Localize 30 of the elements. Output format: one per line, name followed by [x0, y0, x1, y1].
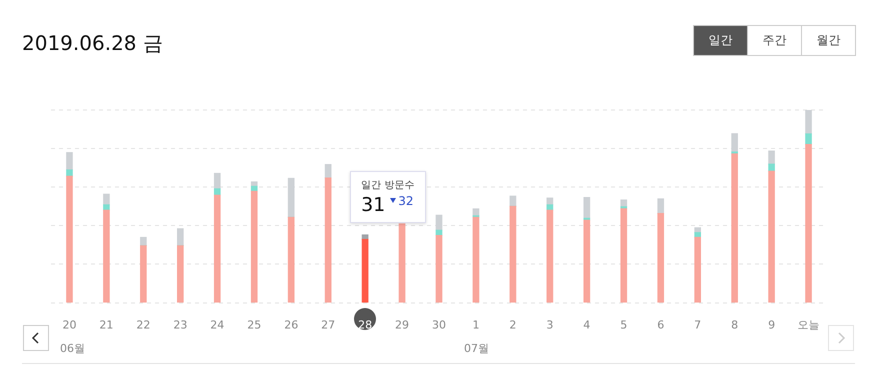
x-tick-label: 29 [395, 318, 410, 332]
x-tick-label: 9 [768, 318, 776, 332]
x-tick-label: 27 [321, 318, 336, 332]
x-tick-label: 21 [99, 318, 114, 332]
x-tick-label: 오늘 [798, 318, 820, 332]
x-tick-label: 1 [472, 318, 480, 332]
text: 월간 [801, 26, 855, 55]
x-tick-label: 30 [432, 318, 446, 332]
x-tick-label: 22 [136, 318, 150, 332]
x-tick-label: 26 [284, 318, 298, 332]
x-tick-label: 24 [210, 318, 224, 332]
annotation: 31 [361, 194, 386, 216]
text: 주간 [747, 26, 801, 55]
x-tick-label: 6 [657, 318, 664, 332]
x-tick-label: 8 [731, 318, 738, 332]
x-tick-label: 2 [509, 318, 516, 332]
x-tick-label: 3 [546, 318, 554, 332]
x-tick-label: 4 [583, 318, 590, 332]
x-tick-label: 20 [62, 318, 76, 332]
annotation: 일간 방문수 [361, 178, 416, 192]
annotation: 32 [398, 194, 414, 208]
x-tick-label: 28 [358, 318, 372, 332]
x-tick-label: 23 [173, 318, 188, 332]
x-tick-label: 5 [620, 318, 628, 332]
chart-title: 2019.06.28 금 [22, 30, 163, 57]
x-tick-label: 25 [247, 318, 262, 332]
x-tick-label: 7 [694, 318, 702, 332]
text: 06월 [60, 341, 85, 356]
text: 07월 [464, 341, 489, 356]
text: 일간 [694, 26, 747, 55]
